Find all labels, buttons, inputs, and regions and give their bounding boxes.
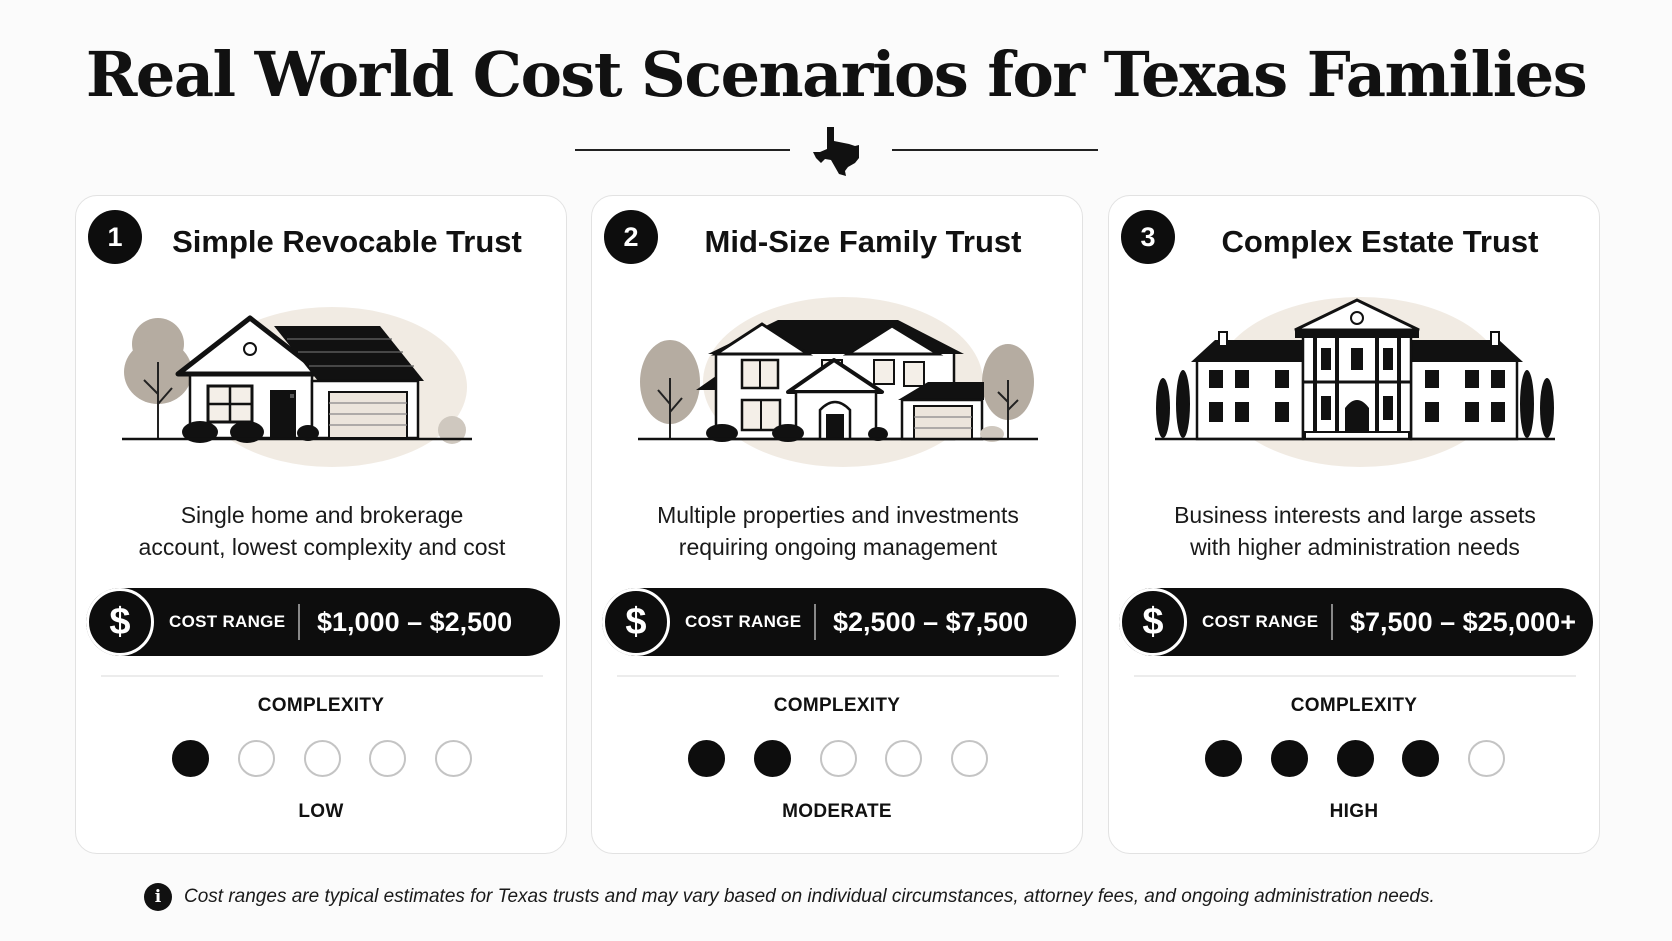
complexity-rating (1205, 740, 1505, 778)
complexity-dot-empty (819, 740, 857, 777)
card-divider (1134, 675, 1576, 677)
title-rule-right (892, 149, 1098, 151)
complexity-dot-filled (753, 740, 791, 777)
cost-range-value: $7,500 – $25,000+ (1350, 607, 1576, 637)
complexity-dot-empty (435, 740, 472, 777)
texas-state-icon (813, 127, 859, 176)
cost-range-label: COST RANGE (685, 612, 802, 631)
cost-range-pill: $ COST RANGE $2,500 – $7,500 (602, 588, 1076, 656)
cost-range-value: $1,000 – $2,500 (317, 607, 513, 637)
complexity-dot-empty (237, 740, 275, 777)
title-rule-left (575, 149, 790, 151)
cost-range-label: COST RANGE (169, 612, 286, 631)
complexity-dot-filled (1270, 740, 1308, 777)
cost-separator (298, 604, 300, 640)
complexity-dot-filled (1336, 740, 1374, 777)
complexity-level: MODERATE (782, 801, 892, 822)
dollar-icon: $ (1119, 588, 1187, 656)
info-icon: i (144, 883, 172, 911)
complexity-level: LOW (298, 801, 344, 822)
card-title: Simple Revocable Trust (172, 224, 522, 259)
scenario-card-mid-size: 2 Mid-Size Family Trust Multip (591, 195, 1083, 854)
card-description: Single home and brokerage account, lowes… (138, 502, 506, 560)
card-number-badge: 2 (604, 210, 658, 264)
complexity-dot-empty (303, 740, 341, 777)
card-description: Multiple properties and investments requ… (657, 502, 1019, 560)
complexity-dot-filled (172, 740, 209, 777)
scenario-card-complex: 3 Complex Estate Trust (1108, 195, 1600, 854)
mansion-icon (1155, 297, 1555, 467)
dollar-icon: $ (86, 588, 154, 656)
cost-range-pill: $ COST RANGE $7,500 – $25,000+ (1119, 588, 1593, 656)
complexity-dot-empty (951, 740, 988, 777)
complexity-dot-empty (369, 740, 407, 777)
complexity-rating (172, 740, 472, 778)
complexity-dot-filled (1205, 740, 1242, 777)
cost-range-value: $2,500 – $7,500 (833, 607, 1029, 637)
complexity-rating (688, 740, 988, 778)
complexity-dot-empty (1468, 740, 1505, 777)
complexity-dot-empty (885, 740, 923, 777)
two-story-house-icon (638, 297, 1038, 467)
card-divider (101, 675, 543, 677)
cost-range-pill: $ COST RANGE $1,000 – $2,500 (86, 588, 560, 656)
cost-separator (814, 604, 816, 640)
card-title: Mid-Size Family Trust (704, 224, 1022, 259)
page-title: Real World Cost Scenarios for Texas Fami… (85, 38, 1588, 111)
complexity-heading: COMPLEXITY (1290, 695, 1418, 716)
cost-separator (1331, 604, 1333, 640)
card-number-badge: 1 (88, 210, 142, 264)
cost-range-label: COST RANGE (1202, 612, 1319, 631)
complexity-level: HIGH (1329, 801, 1379, 822)
complexity-dot-filled (688, 740, 725, 777)
card-title: Complex Estate Trust (1221, 224, 1539, 259)
card-divider (617, 675, 1059, 677)
dollar-icon: $ (602, 588, 670, 656)
footnote-text: Cost ranges are typical estimates for Te… (184, 886, 1435, 907)
complexity-dot-filled (1402, 740, 1440, 777)
complexity-heading: COMPLEXITY (773, 695, 901, 716)
card-number-badge: 3 (1121, 210, 1175, 264)
single-family-house-icon (122, 307, 472, 467)
card-description: Business interests and large assets with… (1174, 502, 1536, 560)
footnote: i Cost ranges are typical estimates for … (144, 882, 1435, 912)
scenario-card-simple: 1 Simple Revocable Trust Single home and… (75, 195, 567, 854)
complexity-heading: COMPLEXITY (257, 695, 385, 716)
